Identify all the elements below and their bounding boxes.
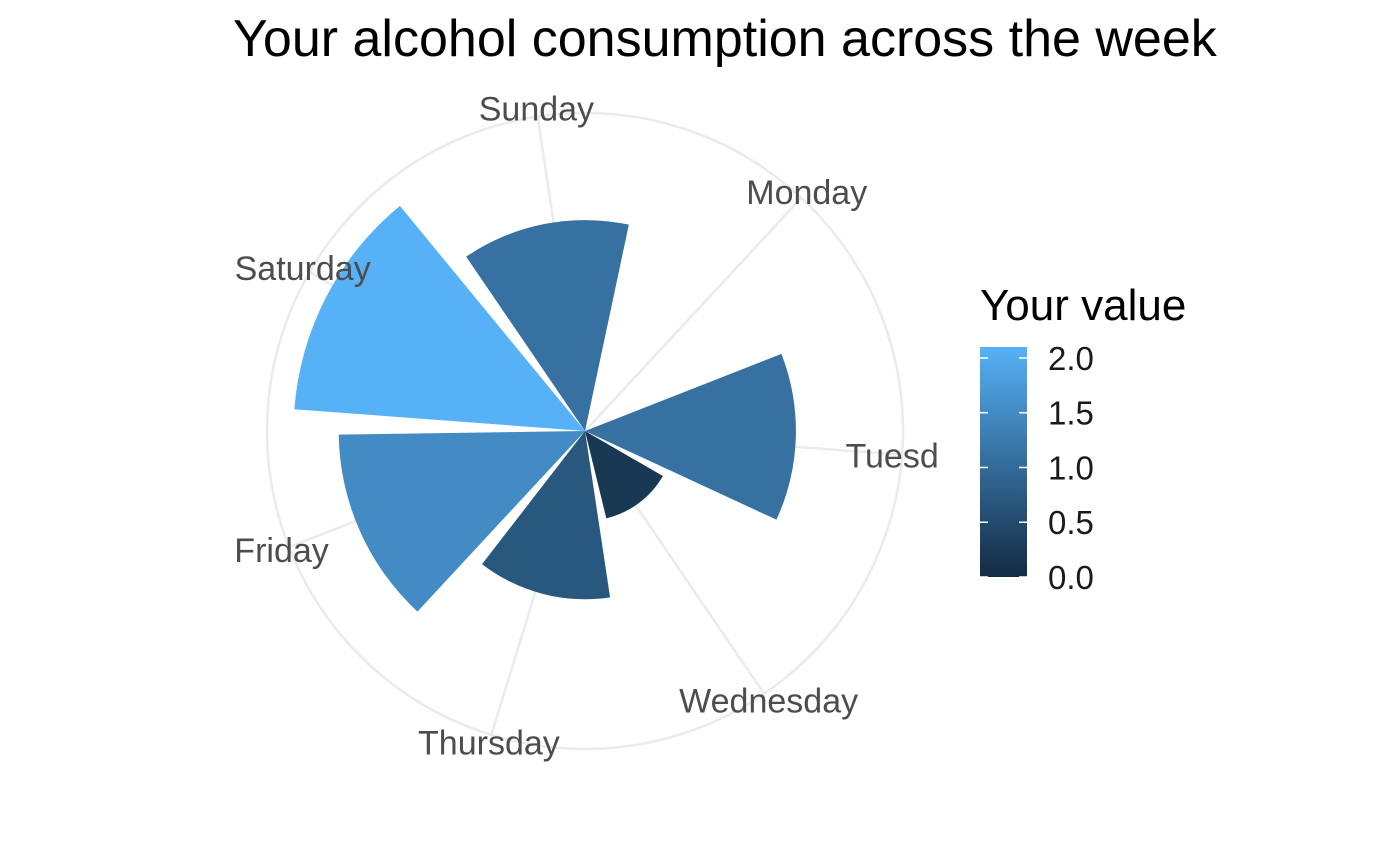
legend-tick-label-1: 0.5 [1048, 504, 1094, 541]
plot-panel: Monday Tuesday Wednesday Thursday Friday Satu… [234, 91, 975, 763]
bar-friday [338, 431, 585, 612]
bar-wednesday [585, 431, 663, 519]
category-label-monday: Monday [746, 174, 867, 212]
legend-colorbar [980, 347, 1027, 577]
legend-tick-label-2: 1.0 [1048, 449, 1094, 486]
category-label-thursday: Thursday [418, 725, 560, 763]
outer-grid-circle [265, 111, 905, 751]
legend-tick-label-3: 1.5 [1048, 395, 1094, 432]
category-label-sunday: Sunday [479, 91, 594, 129]
category-label-wednesday: Wednesday [679, 682, 858, 720]
bar-thursday [482, 431, 611, 600]
category-label-tuesday: Tuesday [846, 437, 975, 475]
legend-tick-label-0: 0.0 [1048, 559, 1094, 596]
legend: Your value 0.0 0.5 1.0 1.5 2.0 [980, 281, 1186, 596]
bars [294, 205, 796, 612]
chart-title: Your alcohol consumption across the week [233, 10, 1218, 68]
grid-spoke-monday [584, 197, 803, 432]
bar-tuesday [585, 353, 796, 520]
bar-sunday [466, 220, 629, 431]
bar-saturday [294, 205, 585, 431]
category-label-saturday: Saturday [235, 250, 371, 288]
legend-ticks: 0.0 0.5 1.0 1.5 2.0 [980, 340, 1094, 596]
category-labels: Monday Tuesday Wednesday Thursday Friday Satu… [234, 91, 975, 763]
legend-tick-label-4: 2.0 [1048, 340, 1094, 377]
legend-title: Your value [980, 281, 1186, 330]
category-label-friday: Friday [234, 532, 328, 570]
